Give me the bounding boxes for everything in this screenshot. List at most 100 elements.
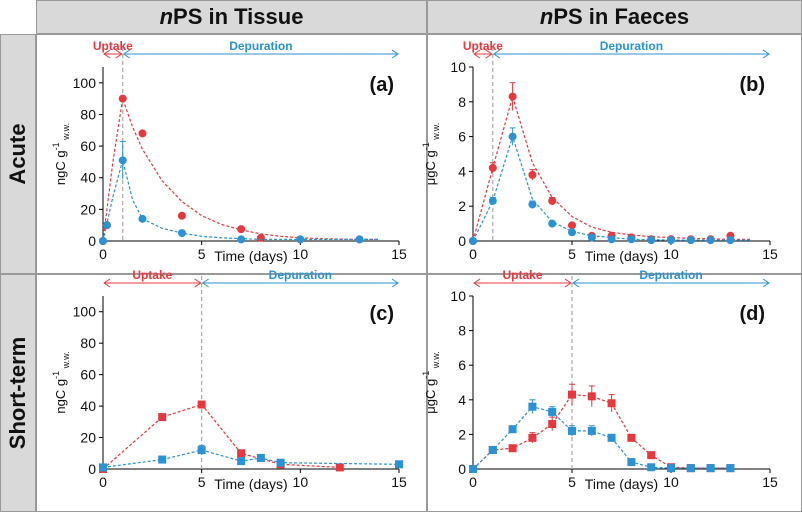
data-point [607, 433, 616, 442]
header-prefix: n [159, 4, 174, 29]
data-point [488, 163, 497, 172]
y-axis-label-sup: -1 [51, 371, 61, 379]
y-tick-label: 6 [458, 357, 466, 373]
data-point [508, 444, 517, 453]
series-line-blue [472, 406, 731, 470]
series-line-blue [102, 157, 380, 242]
y-tick-label: 2 [458, 426, 466, 442]
panel-label: (b) [739, 74, 765, 96]
y-tick-label: 10 [450, 59, 466, 75]
data-point [528, 402, 537, 411]
x-tick-label: 0 [469, 246, 477, 262]
y-tick-label: 6 [458, 129, 466, 145]
series-line-red [102, 98, 380, 242]
series-blue [469, 127, 751, 245]
y-tick-label: 40 [80, 170, 96, 186]
x-tick-label: 5 [198, 474, 206, 490]
chart-panel-c: 0 20 40 60 80 100 0 5 10 15 Time (days) ngC g-1 w.w… [51, 268, 407, 492]
column-header-tissue: n PS in Tissue [36, 0, 427, 34]
data-point [99, 237, 107, 245]
y-axis-label-sup: -1 [421, 371, 431, 379]
chart-panel-b: 0 2 4 6 8 10 0 5 10 15 Time (days) μgC g-1 w.w. Upta… [421, 39, 778, 264]
depuration-arrowhead-left [492, 49, 501, 59]
series-red [99, 400, 344, 473]
y-axis-label: μgC g-1 w.w. [421, 123, 441, 185]
header-prefix: n [539, 4, 554, 29]
data-point [355, 235, 364, 244]
uptake-label: Uptake [502, 268, 542, 282]
y-axis-label-sub: w.w. [61, 351, 71, 371]
y-axis-label-main: ngC g [53, 150, 68, 185]
x-tick-label: 15 [391, 246, 407, 262]
x-axis-label: Time (days) [214, 248, 287, 264]
data-point [237, 457, 246, 466]
data-point [237, 449, 246, 458]
uptake-arrowhead-right [194, 278, 202, 288]
uptake-arrowhead-left [103, 278, 111, 288]
panel-label: (d) [739, 303, 765, 325]
data-point [256, 233, 265, 242]
x-tick-label: 15 [391, 474, 407, 490]
x-tick-label: 15 [762, 246, 778, 262]
x-tick-label: 15 [762, 474, 778, 490]
y-tick-label: 0 [458, 233, 466, 249]
y-axis-label-sub: w.w. [431, 351, 441, 371]
data-point [102, 221, 111, 230]
data-point [568, 221, 576, 230]
series-blue [99, 140, 380, 245]
data-point [488, 445, 497, 454]
data-point [237, 235, 246, 244]
data-point [138, 214, 147, 223]
header-text: PS in Tissue [173, 4, 304, 29]
y-tick-label: 80 [80, 106, 96, 122]
y-axis-label-sup: -1 [51, 142, 61, 150]
y-tick-label: 60 [80, 367, 96, 383]
data-point [548, 407, 557, 416]
y-tick-label: 100 [73, 75, 97, 91]
data-point [197, 400, 206, 409]
data-point [528, 433, 537, 442]
data-point [256, 453, 265, 462]
chart-panel-d: 0 2 4 6 8 10 0 5 10 15 Time (days) μgC g-1 w.w. Upta… [421, 268, 778, 492]
data-point [726, 464, 735, 473]
series-line-blue [102, 449, 400, 468]
series-line-red [102, 403, 340, 470]
panel-label: (c) [370, 303, 394, 325]
data-point [627, 235, 636, 244]
depuration-arrowhead-right [391, 49, 399, 59]
data-point [508, 425, 517, 434]
y-axis-label-sub: w.w. [431, 123, 441, 143]
data-point [508, 132, 517, 141]
depuration-label: Depuration [600, 39, 663, 53]
data-point [177, 229, 186, 238]
x-axis-label: Time (days) [214, 476, 287, 492]
panel-label: (a) [370, 74, 394, 96]
uptake-arrowhead-right [485, 49, 493, 59]
data-point [686, 236, 695, 245]
uptake-label: Uptake [132, 268, 172, 282]
uptake-arrowhead-right [564, 278, 572, 288]
y-axis-label: μgC g-1 w.w. [421, 351, 441, 413]
x-axis-label: Time (days) [585, 476, 658, 492]
data-point [726, 236, 735, 245]
data-point [296, 235, 305, 244]
y-tick-label: 20 [80, 201, 96, 217]
y-tick-label: 40 [80, 398, 96, 414]
cell-a [36, 34, 427, 274]
depuration-arrowhead-right [762, 278, 770, 288]
data-point [667, 464, 675, 473]
y-axis-label: ngC g-1 w.w. [51, 351, 71, 413]
x-tick-label: 10 [663, 246, 679, 262]
data-point [99, 463, 107, 472]
data-point [627, 433, 636, 442]
data-point [118, 94, 127, 103]
data-point [568, 426, 576, 435]
data-point [335, 463, 344, 472]
data-point [469, 465, 477, 473]
series-red [469, 82, 751, 245]
y-tick-label: 20 [80, 430, 96, 446]
header-text: PS in Faeces [553, 4, 690, 29]
data-point [607, 399, 616, 408]
